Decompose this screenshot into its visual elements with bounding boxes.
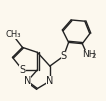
Text: CH₃: CH₃ — [6, 30, 22, 39]
Text: N: N — [24, 76, 31, 86]
Text: S: S — [19, 65, 26, 75]
Text: 2: 2 — [92, 53, 96, 59]
Text: NH: NH — [82, 50, 95, 59]
Text: S: S — [61, 51, 67, 61]
Text: N: N — [46, 76, 54, 86]
